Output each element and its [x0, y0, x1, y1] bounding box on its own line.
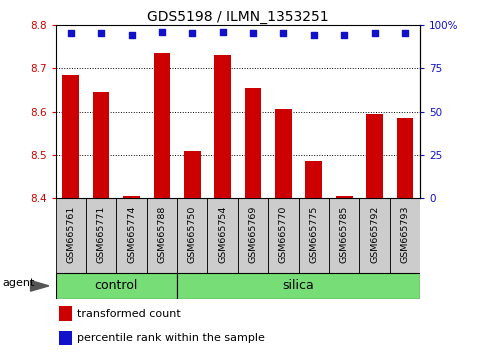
Point: [219, 29, 227, 35]
Bar: [86, 198, 116, 273]
Bar: [177, 273, 420, 299]
Point: [249, 30, 257, 36]
Bar: [298, 198, 329, 273]
Bar: [390, 198, 420, 273]
Bar: [184, 150, 200, 198]
Bar: [59, 331, 72, 346]
Text: GSM665770: GSM665770: [279, 205, 288, 263]
Point: [188, 30, 196, 36]
Bar: [268, 198, 298, 273]
Text: GSM665775: GSM665775: [309, 205, 318, 263]
Bar: [93, 92, 110, 198]
Text: GSM665792: GSM665792: [370, 205, 379, 263]
Text: GSM665788: GSM665788: [157, 205, 167, 263]
Bar: [366, 114, 383, 198]
Bar: [238, 198, 268, 273]
Title: GDS5198 / ILMN_1353251: GDS5198 / ILMN_1353251: [147, 10, 329, 24]
Bar: [56, 273, 177, 299]
Point: [67, 30, 74, 36]
Point: [97, 30, 105, 36]
Point: [371, 30, 379, 36]
Text: silica: silica: [283, 279, 314, 292]
Text: GSM665774: GSM665774: [127, 205, 136, 263]
Text: GSM665750: GSM665750: [188, 205, 197, 263]
Text: GSM665761: GSM665761: [66, 205, 75, 263]
Bar: [116, 198, 147, 273]
Point: [401, 30, 409, 36]
Text: GSM665754: GSM665754: [218, 205, 227, 263]
Text: agent: agent: [3, 278, 35, 288]
Point: [310, 32, 318, 38]
Point: [158, 29, 166, 35]
Polygon shape: [30, 280, 49, 291]
Bar: [329, 198, 359, 273]
Bar: [336, 196, 353, 198]
Bar: [208, 198, 238, 273]
Text: GSM665771: GSM665771: [97, 205, 106, 263]
Bar: [305, 161, 322, 198]
Text: percentile rank within the sample: percentile rank within the sample: [77, 333, 265, 343]
Bar: [397, 118, 413, 198]
Bar: [123, 196, 140, 198]
Bar: [147, 198, 177, 273]
Bar: [59, 306, 72, 321]
Bar: [154, 53, 170, 198]
Bar: [245, 88, 261, 198]
Point: [128, 32, 135, 38]
Bar: [56, 198, 86, 273]
Text: GSM665785: GSM665785: [340, 205, 349, 263]
Text: control: control: [95, 279, 138, 292]
Bar: [177, 198, 208, 273]
Bar: [275, 109, 292, 198]
Text: GSM665769: GSM665769: [249, 205, 257, 263]
Text: transformed count: transformed count: [77, 308, 181, 319]
Bar: [214, 55, 231, 198]
Point: [280, 30, 287, 36]
Point: [341, 32, 348, 38]
Bar: [359, 198, 390, 273]
Text: GSM665793: GSM665793: [400, 205, 410, 263]
Bar: [62, 75, 79, 198]
